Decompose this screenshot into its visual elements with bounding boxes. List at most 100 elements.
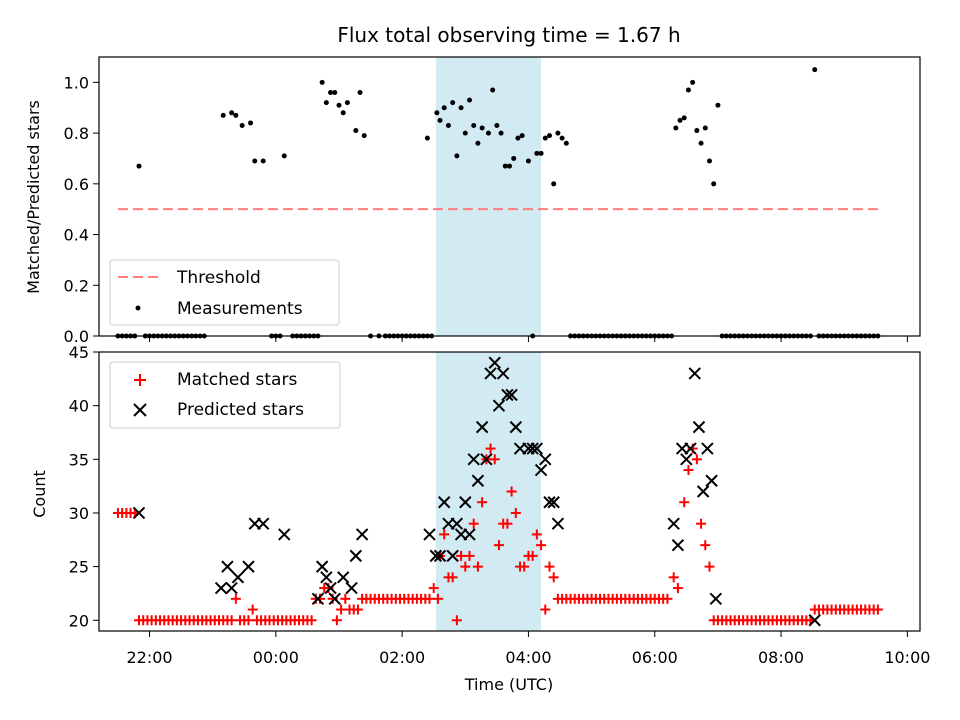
matched-star-point <box>872 604 883 615</box>
matched-star-point <box>340 593 351 604</box>
predicted-star-point <box>221 560 234 573</box>
measurement-point <box>361 133 367 139</box>
measurement-point <box>458 105 464 111</box>
predicted-star-point <box>692 420 706 434</box>
x-axis-label: Time (UTC) <box>464 675 553 694</box>
measurement-point <box>434 110 440 116</box>
predicted-star-point <box>355 528 369 541</box>
bottom-legend: Matched stars Predicted stars <box>109 361 341 429</box>
top-axes-frame <box>98 56 921 337</box>
measurement-point <box>340 110 346 116</box>
bottom-panel: 20 25 30 35 40 45 22:00 00:00 02:00 04:00 06:00 08… <box>30 343 930 694</box>
measurement-point <box>706 158 712 164</box>
matched-star-point <box>531 529 542 540</box>
predicted-star-point <box>328 592 341 606</box>
matched-star-point <box>447 572 458 583</box>
matched-star-point <box>432 593 443 604</box>
measurement-point <box>694 128 700 134</box>
predicted-star-point <box>701 442 714 455</box>
chart-title: Flux total observing time = 1.67 h <box>337 23 680 47</box>
predicted-star-point <box>336 571 350 584</box>
bottom-y-ticks: 20 25 30 35 40 45 <box>69 343 99 630</box>
predicted-star-point <box>680 453 693 466</box>
matched-star-point <box>502 518 513 529</box>
predicted-star-point <box>671 538 685 552</box>
predicted-star-point <box>539 453 552 466</box>
measurement-point <box>498 130 504 136</box>
matched-star-point <box>548 572 559 583</box>
bottom-y-axis-label: Count <box>30 470 49 518</box>
predicted-star-point <box>345 581 358 595</box>
matched-star-point <box>247 604 258 615</box>
top-y-tick-label: 0.2 <box>64 276 89 295</box>
measurement-point <box>462 130 468 136</box>
top-y-tick-label: 1.0 <box>64 73 89 92</box>
matched-star-point <box>662 593 673 604</box>
matched-star-point <box>460 561 471 572</box>
measurement-point <box>260 158 266 164</box>
matched-star-point <box>226 615 237 626</box>
predicted-star-point <box>463 528 476 541</box>
legend-predicted-swatch <box>133 403 147 417</box>
predicted-star-point <box>132 506 146 520</box>
predicted-star-point <box>543 496 556 509</box>
predicted-star-point <box>526 442 539 455</box>
measurement-point <box>673 125 679 131</box>
measurement-point <box>233 112 239 118</box>
measurement-point <box>559 135 565 141</box>
bottom-x-tick-label: 10:00 <box>884 648 930 667</box>
measurement-point <box>281 153 287 159</box>
bottom-x-tick-label: 02:00 <box>379 648 425 667</box>
matched-star-point <box>352 604 363 615</box>
matched-star-point <box>439 529 450 540</box>
predicted-star-point <box>496 367 510 380</box>
measurement-point <box>698 140 704 146</box>
measurement-point <box>467 97 473 103</box>
measurement-point <box>677 117 683 123</box>
measurement-point <box>519 133 525 139</box>
measurement-point <box>136 163 142 169</box>
predicted-star-point <box>423 528 436 541</box>
predicted-star-point <box>688 367 701 380</box>
legend-matched-swatch <box>134 374 146 386</box>
predicted-star-point <box>231 571 245 584</box>
predicted-star-point <box>480 453 493 466</box>
top-y-tick-label: 0.4 <box>64 226 89 245</box>
measurement-point <box>542 135 548 141</box>
matched-star-point <box>696 518 707 529</box>
bottom-axes-frame <box>98 351 921 632</box>
matched-star-point <box>510 507 521 518</box>
top-y-axis-label: Matched/Predicted stars <box>24 100 43 294</box>
predicted-star-point <box>214 581 228 595</box>
bottom-y-tick-label: 40 <box>69 397 89 416</box>
predicted-star-point <box>467 453 480 466</box>
predicted-star-point <box>684 442 697 455</box>
measurement-point <box>490 87 496 93</box>
predicted-star-point <box>488 356 501 369</box>
measurement-point <box>323 100 329 106</box>
predicted-star-point <box>438 496 451 509</box>
predicted-star-point <box>278 528 291 541</box>
legend-measurements-label: Measurements <box>177 299 303 319</box>
predicted-star-point <box>225 581 238 595</box>
measurement-point <box>546 133 552 139</box>
matched-star-point <box>540 604 551 615</box>
predicted-star-point <box>446 549 459 563</box>
matched-star-point <box>536 540 547 551</box>
matched-star-point <box>691 454 702 465</box>
measurement-point <box>454 153 460 159</box>
measurement-point <box>551 181 557 187</box>
measurement-point <box>319 79 325 85</box>
measurement-point <box>424 135 430 141</box>
legend-predicted-label: Predicted stars <box>177 400 304 420</box>
measurement-point <box>525 158 531 164</box>
bottom-x-tick-label: 00:00 <box>253 648 299 667</box>
matched-star-point <box>243 615 254 626</box>
bottom-y-tick-label: 35 <box>69 450 89 469</box>
measurement-point <box>511 155 517 161</box>
measurement-point <box>690 79 696 85</box>
matched-star-point <box>679 497 690 508</box>
predicted-star-point <box>459 496 472 509</box>
predicted-star-point <box>315 560 329 573</box>
